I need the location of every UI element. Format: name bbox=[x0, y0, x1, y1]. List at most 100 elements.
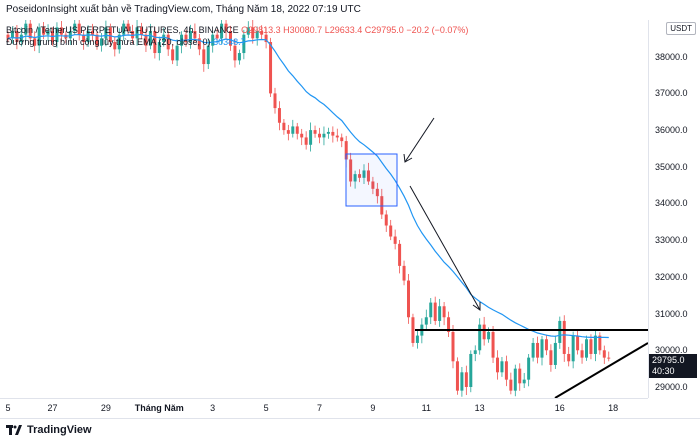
candle-body[interactable] bbox=[126, 23, 130, 32]
candle-body[interactable] bbox=[237, 53, 241, 61]
candle-body[interactable] bbox=[300, 133, 304, 138]
candle-body[interactable] bbox=[402, 265, 406, 281]
candle-body[interactable] bbox=[411, 317, 415, 343]
candle-body[interactable] bbox=[540, 339, 544, 358]
candle-body[interactable] bbox=[469, 353, 473, 387]
candle-body[interactable] bbox=[429, 302, 433, 318]
candle-body[interactable] bbox=[33, 38, 37, 46]
candle-body[interactable] bbox=[15, 31, 19, 43]
candle-body[interactable] bbox=[46, 31, 50, 35]
candle-body[interactable] bbox=[527, 357, 531, 380]
candle-body[interactable] bbox=[304, 137, 308, 145]
ema-label[interactable]: Đường trung bình cộng lũy thừa EMA (20, … bbox=[6, 37, 211, 47]
candle-body[interactable] bbox=[255, 31, 259, 39]
candle-body[interactable] bbox=[117, 34, 121, 50]
candle-body[interactable] bbox=[362, 170, 366, 178]
candle-body[interactable] bbox=[95, 34, 99, 46]
candle-body[interactable] bbox=[175, 45, 179, 61]
candle-body[interactable] bbox=[309, 130, 313, 145]
candle-body[interactable] bbox=[153, 31, 157, 54]
candle-body[interactable] bbox=[148, 31, 152, 46]
candle-body[interactable] bbox=[313, 130, 317, 134]
candle-body[interactable] bbox=[340, 137, 344, 142]
candle-body[interactable] bbox=[607, 357, 611, 359]
candle-body[interactable] bbox=[19, 34, 23, 43]
candle-body[interactable] bbox=[99, 38, 103, 46]
candle-body[interactable] bbox=[162, 34, 166, 43]
candle-body[interactable] bbox=[482, 324, 486, 340]
candle-body[interactable] bbox=[398, 243, 402, 266]
candle-body[interactable] bbox=[451, 331, 455, 362]
candle-body[interactable] bbox=[571, 335, 575, 362]
candle-body[interactable] bbox=[269, 42, 273, 94]
candle-body[interactable] bbox=[464, 372, 468, 387]
candle-body[interactable] bbox=[366, 170, 370, 182]
candle-body[interactable] bbox=[536, 342, 540, 358]
candle-body[interactable] bbox=[487, 331, 491, 340]
candle-body[interactable] bbox=[277, 108, 281, 123]
candle-body[interactable] bbox=[82, 34, 86, 43]
candle-body[interactable] bbox=[193, 31, 197, 39]
candle-body[interactable] bbox=[371, 181, 375, 189]
candle-body[interactable] bbox=[384, 214, 388, 226]
candle-body[interactable] bbox=[358, 174, 362, 178]
candle-body[interactable] bbox=[375, 188, 379, 197]
candle-body[interactable] bbox=[131, 31, 135, 39]
candle-body[interactable] bbox=[344, 141, 348, 160]
candle-body[interactable] bbox=[42, 27, 46, 35]
candle-body[interactable] bbox=[415, 335, 419, 343]
candle-body[interactable] bbox=[282, 122, 286, 131]
candle-body[interactable] bbox=[491, 331, 495, 358]
candle-body[interactable] bbox=[335, 135, 339, 138]
candle-body[interactable] bbox=[251, 27, 255, 39]
candle-body[interactable] bbox=[197, 38, 201, 50]
candle-body[interactable] bbox=[460, 372, 464, 391]
candle-body[interactable] bbox=[220, 23, 224, 39]
candle-body[interactable] bbox=[424, 317, 428, 325]
candle-body[interactable] bbox=[135, 27, 139, 39]
candle-body[interactable] bbox=[353, 174, 357, 182]
candle-body[interactable] bbox=[509, 379, 513, 391]
candle-body[interactable] bbox=[24, 23, 28, 35]
candle-body[interactable] bbox=[331, 131, 335, 136]
candle-body[interactable] bbox=[242, 34, 246, 54]
candle-body[interactable] bbox=[113, 42, 117, 50]
candle-body[interactable] bbox=[433, 302, 437, 321]
chart-area[interactable]: Bitcoin / TetherUS PERPETUAL FUTURES, 4h… bbox=[0, 20, 648, 398]
candle-body[interactable] bbox=[188, 31, 192, 43]
candle-body[interactable] bbox=[447, 317, 451, 332]
candle-body[interactable] bbox=[108, 27, 112, 43]
candle-body[interactable] bbox=[260, 31, 264, 35]
candle-body[interactable] bbox=[264, 34, 268, 43]
candle-body[interactable] bbox=[500, 361, 504, 373]
candle-body[interactable] bbox=[166, 34, 170, 50]
candle-body[interactable] bbox=[585, 339, 588, 358]
candle-body[interactable] bbox=[233, 45, 237, 61]
candle-body[interactable] bbox=[558, 320, 562, 343]
candle-body[interactable] bbox=[589, 339, 593, 354]
arrow-down-left[interactable] bbox=[404, 117, 435, 163]
candle-body[interactable] bbox=[59, 27, 63, 35]
candle-body[interactable] bbox=[522, 379, 526, 384]
highlight-box[interactable] bbox=[345, 153, 398, 207]
candle-body[interactable] bbox=[322, 133, 326, 138]
candle-body[interactable] bbox=[380, 196, 384, 215]
candle-body[interactable] bbox=[407, 280, 410, 318]
candle-body[interactable] bbox=[580, 350, 584, 358]
candle-body[interactable] bbox=[295, 126, 299, 134]
candlestick-chart[interactable] bbox=[0, 20, 648, 398]
candle-body[interactable] bbox=[598, 335, 602, 351]
candle-body[interactable] bbox=[562, 320, 566, 354]
candle-body[interactable] bbox=[206, 45, 210, 65]
candle-body[interactable] bbox=[553, 342, 557, 365]
candle-body[interactable] bbox=[215, 34, 219, 39]
candle-body[interactable] bbox=[518, 368, 522, 384]
candle-body[interactable] bbox=[318, 133, 321, 138]
price-axis[interactable]: USDT 38000.0 37000.0 36000.0 35000.0 34000.0… bbox=[648, 20, 700, 398]
time-axis[interactable]: 5 27 29 Tháng Năm 3 5 7 9 11 13 16 18 bbox=[0, 398, 648, 418]
candle-body[interactable] bbox=[246, 27, 250, 35]
candle-body[interactable] bbox=[349, 159, 353, 182]
candle-body[interactable] bbox=[224, 23, 228, 32]
candle-body[interactable] bbox=[291, 126, 295, 134]
candle-body[interactable] bbox=[157, 42, 161, 54]
